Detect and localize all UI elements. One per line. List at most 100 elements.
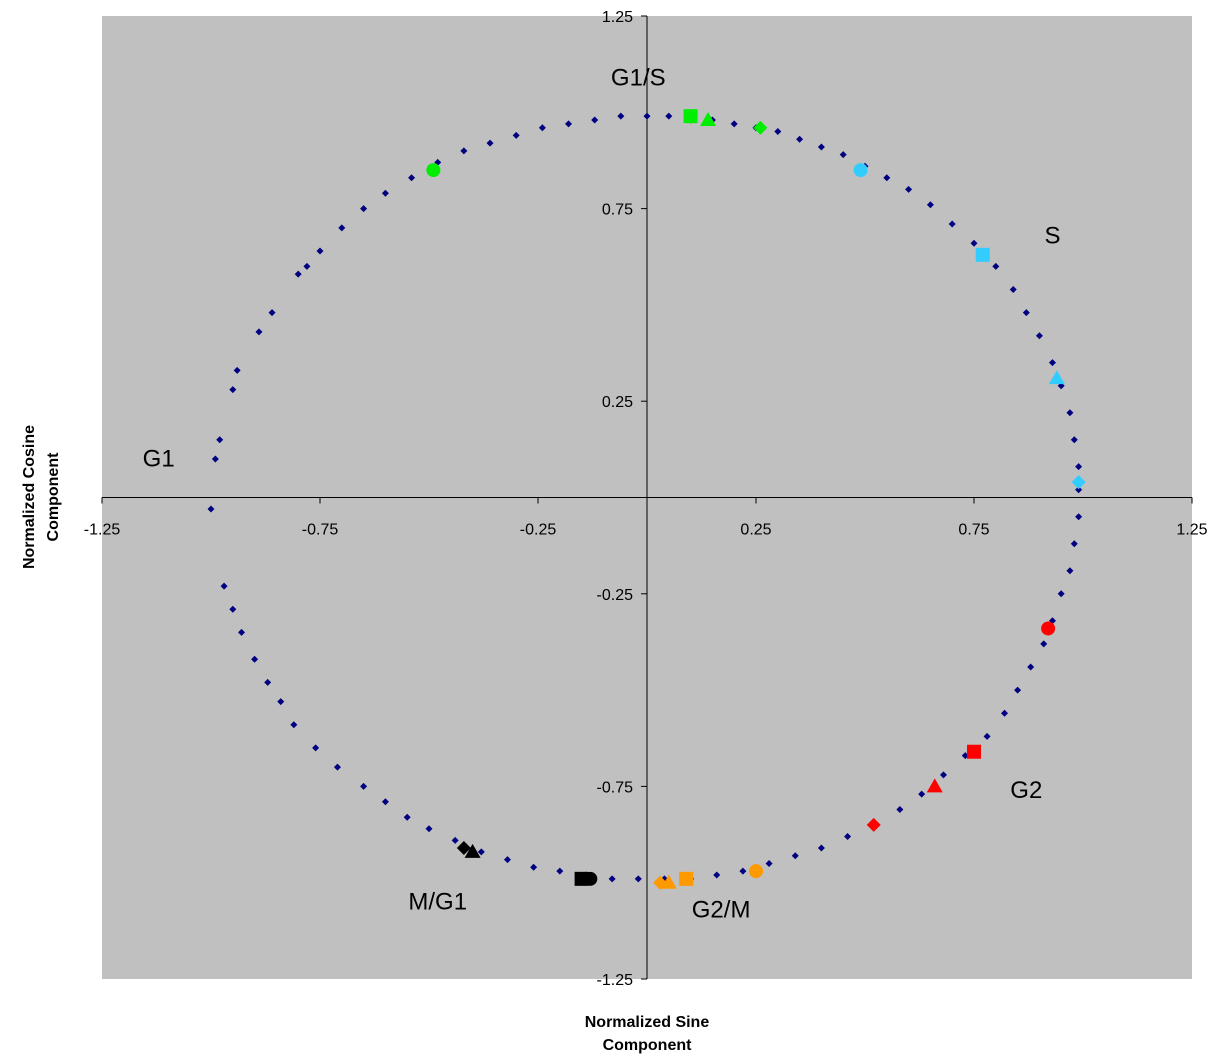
data-point-diamond: [992, 262, 1000, 270]
marker-square: [574, 871, 589, 886]
data-point-diamond: [229, 386, 237, 394]
data-point-diamond: [207, 505, 215, 513]
data-point-diamond: [665, 112, 673, 120]
data-point-diamond: [381, 798, 389, 806]
data-point-diamond: [791, 852, 799, 860]
data-point-diamond: [1070, 540, 1078, 548]
x-axis-title: Component: [603, 1037, 693, 1054]
data-point-diamond: [538, 124, 546, 132]
data-point-diamond: [1027, 663, 1035, 671]
phase-label: M/G1: [408, 889, 467, 916]
data-points: [207, 109, 1086, 890]
data-point-diamond: [360, 205, 368, 213]
data-point-diamond: [730, 120, 738, 128]
data-point-diamond: [403, 813, 411, 821]
data-point-diamond: [896, 806, 904, 814]
x-axis-title: Normalized Sine: [585, 1014, 710, 1031]
data-point-diamond: [294, 270, 302, 278]
y-axis-title: Normalized Cosine: [21, 425, 38, 569]
data-point-diamond: [277, 698, 285, 706]
marker-triangle: [660, 874, 677, 889]
data-point-diamond: [251, 655, 259, 663]
marker-diamond: [653, 875, 668, 890]
phase-label: G2: [1010, 777, 1042, 804]
data-point-diamond: [844, 832, 852, 840]
y-tick-label: -1.25: [597, 972, 634, 989]
data-point-diamond: [264, 678, 272, 686]
data-point-diamond: [918, 790, 926, 798]
data-point-diamond: [774, 128, 782, 136]
marker-square: [683, 109, 698, 124]
marker-triangle: [1048, 370, 1065, 385]
data-point-diamond: [512, 131, 520, 139]
y-tick-label: -0.25: [597, 587, 634, 604]
data-point-diamond: [425, 825, 433, 833]
marker-square: [975, 247, 990, 262]
data-point-diamond: [1075, 463, 1083, 471]
marker-square: [967, 744, 981, 759]
data-point-diamond: [1066, 409, 1074, 417]
y-tick-label: 0.75: [602, 202, 633, 219]
data-point-diamond: [503, 856, 511, 864]
marker-triangle: [464, 843, 481, 858]
axis-ticks: -1.25 -0.75 -0.25 0.25 0.75 1.25 1.25 0.75 0.25 -…: [84, 9, 1208, 989]
data-point-diamond: [556, 867, 564, 875]
y-tick-label: -0.75: [597, 779, 634, 796]
phase-labels: G1/S S G1 G2 M/G1 G2/M: [143, 64, 1061, 923]
data-point-diamond: [451, 836, 459, 844]
marker-diamond: [866, 817, 881, 832]
marker-circle: [426, 163, 441, 178]
marker-triangle: [926, 778, 943, 793]
data-point-diamond: [591, 116, 599, 124]
data-point-diamond: [905, 185, 913, 193]
data-point-diamond: [739, 867, 747, 875]
data-point-diamond: [229, 605, 237, 613]
data-point-diamond: [883, 174, 891, 182]
data-point-diamond: [1022, 309, 1030, 317]
data-point-diamond: [608, 875, 616, 883]
data-point-diamond: [839, 151, 847, 159]
phase-label: G1/S: [611, 64, 666, 91]
data-point-diamond: [530, 863, 538, 871]
marker-circle: [853, 163, 868, 178]
marker-circle: [749, 864, 763, 879]
data-point-diamond: [408, 174, 416, 182]
data-point-diamond: [216, 436, 224, 444]
marker-diamond: [753, 120, 768, 135]
marker-circle: [1041, 621, 1056, 636]
data-point-diamond: [312, 744, 320, 752]
data-point-diamond: [1035, 332, 1043, 340]
data-point-diamond: [220, 582, 228, 590]
data-point-diamond: [255, 328, 263, 336]
x-tick-label: 0.25: [740, 522, 771, 539]
data-point-diamond: [1001, 709, 1009, 717]
data-point-diamond: [381, 189, 389, 197]
data-point-diamond: [1070, 436, 1078, 444]
data-point-diamond: [939, 771, 947, 779]
data-point-diamond: [1057, 590, 1065, 598]
data-point-diamond: [1048, 359, 1056, 367]
data-point-diamond: [765, 859, 773, 867]
data-point-diamond: [983, 732, 991, 740]
phase-label: G1: [143, 446, 175, 473]
phase-label: S: [1044, 222, 1060, 249]
marker-square: [679, 871, 694, 886]
data-point-diamond: [713, 871, 721, 879]
data-point-diamond: [1009, 285, 1017, 293]
data-point-diamond: [303, 262, 311, 270]
data-point-diamond: [817, 844, 825, 852]
data-point-diamond: [211, 455, 219, 463]
data-point-diamond: [360, 782, 368, 790]
x-tick-label: -0.75: [302, 522, 339, 539]
x-tick-label: -0.25: [520, 522, 557, 539]
marker-diamond: [456, 841, 471, 856]
data-point-diamond: [486, 139, 494, 147]
marker-triangle: [700, 112, 717, 127]
data-point-diamond: [817, 143, 825, 151]
data-point-diamond: [617, 112, 625, 120]
data-point-diamond: [1075, 486, 1083, 494]
y-tick-label: 1.25: [602, 9, 633, 26]
data-point-diamond: [948, 220, 956, 228]
data-point-diamond: [477, 848, 485, 856]
